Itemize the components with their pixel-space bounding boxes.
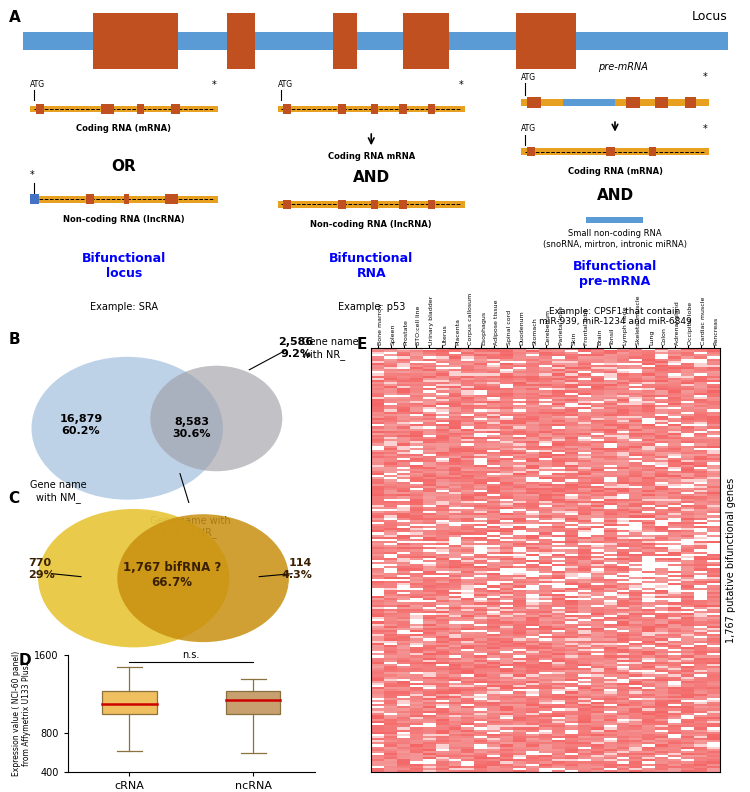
Bar [278, 201, 465, 208]
Bar [399, 105, 406, 114]
Bar [685, 97, 696, 108]
Ellipse shape [32, 356, 223, 500]
Bar [606, 147, 615, 156]
Ellipse shape [117, 514, 289, 642]
Text: pre-mRNA: pre-mRNA [598, 62, 647, 71]
Bar [427, 105, 435, 114]
Bar [86, 195, 94, 204]
Bar [626, 97, 640, 108]
Text: *: * [703, 72, 707, 82]
Bar [404, 13, 449, 69]
Text: 2,586
9.2%: 2,586 9.2% [278, 337, 314, 359]
Bar [284, 200, 291, 209]
Text: D: D [19, 653, 32, 668]
Text: ATG: ATG [521, 124, 536, 133]
Bar [371, 105, 378, 114]
Bar [93, 13, 178, 69]
Text: Example: CPSF1 that contain
miR-939, miR-1234 and miR-6849: Example: CPSF1 that contain miR-939, miR… [538, 307, 692, 326]
Text: n.s.: n.s. [182, 650, 200, 661]
Bar [136, 105, 144, 114]
Text: 114
4.3%: 114 4.3% [281, 558, 312, 580]
Y-axis label: 1,767 putative bifunctional genes: 1,767 putative bifunctional genes [725, 478, 736, 643]
Bar [36, 105, 44, 114]
Text: 16,879
60.2%: 16,879 60.2% [59, 414, 103, 436]
Text: Gene name
with NR_: Gene name with NR_ [302, 337, 358, 360]
Bar [22, 32, 728, 50]
Text: B: B [8, 333, 20, 348]
Ellipse shape [38, 509, 230, 647]
Text: 8,583
30.6%: 8,583 30.6% [172, 417, 211, 439]
Bar [124, 195, 129, 204]
Bar [278, 105, 465, 112]
Text: Bifunctional
RNA: Bifunctional RNA [329, 252, 413, 280]
Text: ATG: ATG [30, 79, 45, 89]
Bar [102, 691, 157, 714]
Bar [227, 13, 255, 69]
Bar [562, 99, 615, 105]
Bar [516, 13, 576, 69]
Text: *: * [703, 124, 707, 134]
Text: 770
29%: 770 29% [28, 558, 55, 580]
Bar [521, 148, 709, 155]
Text: Non-coding RNA (lncRNA): Non-coding RNA (lncRNA) [310, 219, 432, 229]
Bar [338, 200, 346, 209]
Text: Bifunctional
locus: Bifunctional locus [82, 252, 166, 280]
Bar [649, 147, 656, 156]
Text: ATG: ATG [278, 79, 292, 89]
Bar [338, 105, 346, 114]
Text: 1,767 bifRNA ?
66.7%: 1,767 bifRNA ? 66.7% [123, 562, 220, 589]
Text: AND: AND [352, 169, 390, 185]
Bar [586, 216, 644, 223]
Text: Non-coding RNA (lncRNA): Non-coding RNA (lncRNA) [63, 215, 184, 223]
Bar [101, 105, 115, 114]
Text: Small non-coding RNA
(snoRNA, mirtron, intronic miRNA): Small non-coding RNA (snoRNA, mirtron, i… [543, 229, 687, 249]
Ellipse shape [150, 366, 282, 471]
Y-axis label: Expression value ( NCI-60 panel)
from Affymetrix U133 Plus2: Expression value ( NCI-60 panel) from Af… [12, 651, 32, 776]
Text: Example: p53: Example: p53 [338, 302, 405, 311]
Text: *: * [211, 80, 216, 90]
Bar [399, 200, 406, 209]
Bar [30, 195, 39, 204]
Bar [226, 691, 280, 714]
Bar [527, 97, 541, 108]
Bar [30, 196, 217, 203]
Text: Coding RNA mRNA: Coding RNA mRNA [328, 151, 415, 161]
Text: Gene name
with NM_: Gene name with NM_ [29, 480, 86, 503]
Bar [521, 99, 709, 105]
Bar [526, 147, 536, 156]
Text: ATG: ATG [521, 73, 536, 82]
Text: Locus: Locus [692, 10, 728, 23]
Text: AND: AND [596, 188, 634, 204]
Text: Bifunctional
pre-mRNA: Bifunctional pre-mRNA [573, 260, 657, 288]
Text: E: E [356, 337, 367, 352]
Text: OR: OR [111, 159, 136, 174]
Bar [333, 13, 357, 69]
Text: *: * [459, 80, 464, 90]
Text: Coding RNA (mRNA): Coding RNA (mRNA) [76, 124, 171, 133]
Text: Coding RNA (mRNA): Coding RNA (mRNA) [568, 167, 662, 176]
Bar [427, 200, 435, 209]
Text: Example: SRA: Example: SRA [90, 302, 158, 311]
Text: C: C [8, 491, 20, 506]
Bar [30, 105, 217, 112]
Bar [655, 97, 668, 108]
Bar [371, 200, 378, 209]
Text: Gene name with
NM_ & NR_: Gene name with NM_ & NR_ [149, 516, 230, 539]
Bar [165, 195, 178, 204]
Bar [170, 105, 180, 114]
Bar [284, 105, 291, 114]
Text: *: * [30, 170, 34, 181]
Text: A: A [9, 10, 21, 25]
